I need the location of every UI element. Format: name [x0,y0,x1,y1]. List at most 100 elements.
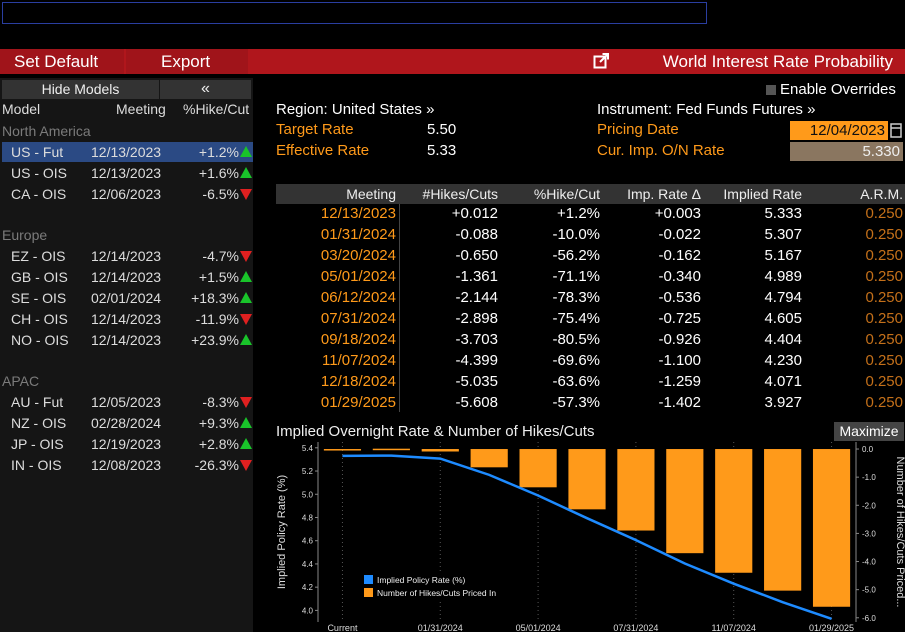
cell-arm: 0.250 [865,247,903,264]
model-pct: +2.8% [198,436,239,452]
model-row[interactable]: IN - OIS 12/08/2023 -26.3% [2,455,253,475]
collapse-panel-button[interactable]: « [160,80,251,99]
set-default-button[interactable]: Set Default [0,49,124,74]
pricing-date-label: Pricing Date [597,121,679,138]
y-tick-label-right: 0.0 [862,445,874,454]
col-header-arm[interactable]: A.R.M. [860,186,903,202]
y-tick-label-left: 4.0 [302,606,314,615]
table-row[interactable]: 06/12/2024 -2.144 -78.3% -0.536 4.794 0.250 [276,287,905,308]
model-name: AU - Fut [11,394,64,410]
table-row[interactable]: 05/01/2024 -1.361 -71.1% -0.340 4.989 0.250 [276,266,905,287]
cell-implied-rate: 5.307 [764,226,802,243]
model-row[interactable]: EZ - OIS 12/14/2023 -4.7% [2,246,253,266]
cell-hikes: -5.035 [455,373,498,390]
cell-hikes: -0.088 [455,226,498,243]
x-tick-label: 01/31/2024 [418,623,463,632]
cell-arm: 0.250 [865,331,903,348]
model-row[interactable]: CH - OIS 12/14/2023 -11.9% [2,309,253,329]
cell-pct: -80.5% [552,331,600,348]
region-header: Europe [2,227,48,243]
model-row[interactable]: CA - OIS 12/06/2023 -6.5% [2,184,253,204]
model-name: US - OIS [11,165,68,181]
x-tick-label: 01/29/2025 [809,623,854,632]
chart-bar [715,449,753,573]
up-arrow-icon [240,438,252,449]
col-header-hikes[interactable]: #Hikes/Cuts [422,186,498,202]
model-row[interactable]: SE - OIS 02/01/2024 +18.3% [2,288,253,308]
model-name: NZ - OIS [11,415,67,431]
model-name: US - Fut [11,144,64,160]
table-row[interactable]: 01/31/2024 -0.088 -10.0% -0.022 5.307 0.250 [276,224,905,245]
model-row[interactable]: NZ - OIS 02/28/2024 +9.3% [2,413,253,433]
calendar-icon[interactable] [890,122,902,138]
cell-implied-rate: 5.333 [764,205,802,222]
hide-models-button[interactable]: Hide Models [2,80,159,99]
x-tick-label: 11/07/2024 [712,623,756,632]
models-panel [0,78,253,632]
col-header-implied-rate[interactable]: Implied Rate [723,186,802,202]
model-row[interactable]: GB - OIS 12/14/2023 +1.5% [2,267,253,287]
pricing-date-field[interactable]: 12/04/2023 [790,121,888,140]
enable-overrides-checkbox[interactable] [766,85,776,95]
down-arrow-icon [240,314,252,325]
command-line-input[interactable] [2,2,707,24]
model-name: SE - OIS [11,290,67,306]
up-arrow-icon [240,167,252,178]
cell-hikes: -4.399 [455,352,498,369]
cell-arm: 0.250 [865,268,903,285]
col-header-meeting[interactable]: Meeting [346,186,396,202]
model-name: CH - OIS [11,311,68,327]
table-row[interactable]: 11/07/2024 -4.399 -69.6% -1.100 4.230 0.250 [276,350,905,371]
export-button[interactable]: Export [126,49,248,74]
enable-overrides-label[interactable]: Enable Overrides [780,81,896,98]
models-header-model: Model [2,101,41,117]
cell-rate-delta: -0.022 [658,226,701,243]
model-row[interactable]: JP - OIS 12/19/2023 +2.8% [2,434,253,454]
cell-rate-delta: -0.725 [658,310,701,327]
table-row[interactable]: 12/13/2023 +0.012 +1.2% +0.003 5.333 0.250 [276,203,905,224]
popout-icon[interactable] [593,53,609,69]
model-meeting: 12/05/2023 [91,394,162,410]
model-row[interactable]: US - OIS 12/13/2023 +1.6% [2,163,253,183]
cell-rate-delta: -0.162 [658,247,701,264]
model-meeting: 12/13/2023 [91,144,162,160]
cell-implied-rate: 3.927 [764,394,802,411]
table-row[interactable]: 09/18/2024 -3.703 -80.5% -0.926 4.404 0.250 [276,329,905,350]
table-row[interactable]: 07/31/2024 -2.898 -75.4% -0.725 4.605 0.250 [276,308,905,329]
model-row[interactable]: NO - OIS 12/14/2023 +23.9% [2,330,253,350]
model-meeting: 12/13/2023 [91,165,162,181]
cell-rate-delta: -0.340 [658,268,701,285]
table-row[interactable]: 01/29/2025 -5.608 -57.3% -1.402 3.927 0.250 [276,392,905,413]
model-pct: -4.7% [202,248,239,264]
table-row[interactable]: 12/18/2024 -5.035 -63.6% -1.259 4.071 0.250 [276,371,905,392]
model-row[interactable]: AU - Fut 12/05/2023 -8.3% [2,392,253,412]
chart-bar [372,448,410,451]
col-header-rate-delta[interactable]: Imp. Rate Δ [627,186,701,202]
down-arrow-icon [240,397,252,408]
maximize-button[interactable]: Maximize [834,422,904,441]
model-name: EZ - OIS [11,248,66,264]
model-row[interactable]: US - Fut 12/13/2023 +1.2% [2,142,253,162]
cell-meeting: 07/31/2024 [320,310,396,327]
effective-rate-value: 5.33 [427,142,457,159]
onrate-field[interactable]: 5.330 [790,142,903,161]
table-row[interactable]: 03/20/2024 -0.650 -56.2% -0.162 5.167 0.250 [276,245,905,266]
cell-arm: 0.250 [865,310,903,327]
cell-implied-rate: 5.167 [764,247,802,264]
legend-swatch [364,588,373,597]
instrument-selector[interactable]: Instrument: Fed Funds Futures » [597,101,816,118]
cell-hikes: -5.608 [455,394,498,411]
cell-arm: 0.250 [865,226,903,243]
cell-hikes: +0.012 [451,205,498,222]
model-meeting: 12/14/2023 [91,248,162,264]
cell-meeting: 12/13/2023 [320,205,396,222]
up-arrow-icon [240,271,252,282]
up-arrow-icon [240,292,252,303]
table-header [276,184,905,204]
cell-meeting: 01/31/2024 [320,226,396,243]
legend-box [360,572,522,600]
col-header-pct[interactable]: %Hike/Cut [533,186,600,202]
region-selector[interactable]: Region: United States » [276,101,435,118]
onrate-label: Cur. Imp. O/N Rate [597,142,725,159]
model-meeting: 02/01/2024 [91,290,162,306]
